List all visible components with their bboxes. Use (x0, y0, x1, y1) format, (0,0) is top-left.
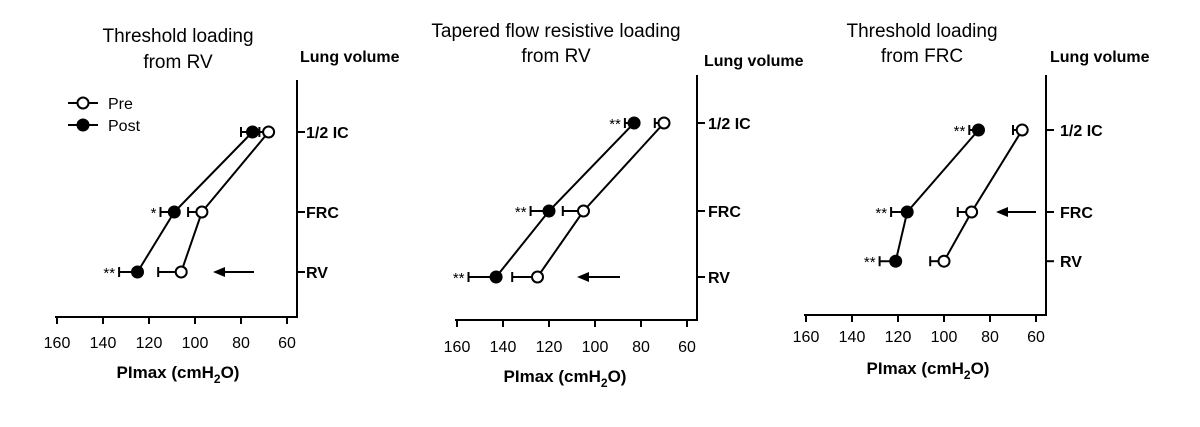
x-tick-label-80: 80 (232, 335, 250, 352)
x-tick-label-80: 80 (632, 339, 650, 356)
point-pre-0 (1015, 123, 1029, 137)
category-label-2: RV (708, 270, 730, 287)
series-line-pre (180, 131, 270, 273)
chart-title-line-2: from RV (143, 52, 213, 73)
chart-title-line-1: Tapered flow resistive loading (431, 21, 680, 42)
significance-2: ** (453, 270, 465, 287)
x-axis-label-end: O) (608, 367, 627, 386)
lung-volume-label: Lung volume (704, 53, 804, 70)
significance-0: ** (609, 116, 621, 133)
arrow-head (213, 267, 225, 277)
legend: Pre Post (68, 96, 141, 135)
x-tick-label-120: 120 (885, 329, 912, 346)
x-tick-label-100: 100 (931, 329, 958, 346)
category-label-1: FRC (708, 204, 741, 221)
legend-post-marker (76, 118, 90, 132)
lung-volume-label: Lung volume (300, 49, 400, 66)
category-label-0: 1/2 IC (306, 125, 349, 142)
chart-title-line-1: Threshold loading (102, 26, 253, 47)
x-tick-label-160: 160 (793, 329, 820, 346)
point-post-0 (246, 125, 259, 139)
x-tick-label-140: 140 (90, 335, 117, 352)
significance-1: ** (515, 204, 527, 221)
arrow-head (577, 272, 589, 282)
x-axis-label: PImax (cmH2O) (504, 367, 627, 390)
point-post-1 (900, 205, 914, 219)
category-label-0: 1/2 IC (708, 116, 751, 133)
category-label-2: RV (306, 265, 328, 282)
point-post-1 (542, 204, 556, 218)
chart-title-line-2: from RV (521, 46, 591, 67)
x-tick-label-100: 100 (182, 335, 209, 352)
x-tick-label-120: 120 (136, 335, 163, 352)
chart-title-line-2: from FRC (881, 46, 963, 67)
category-label-1: FRC (1060, 205, 1093, 222)
x-axis-label-main: PImax (cmH (504, 367, 601, 386)
significance-1: ** (875, 205, 887, 222)
x-tick-label-140: 140 (490, 339, 517, 356)
legend-pre-label: Pre (108, 96, 133, 113)
chart-panel-1: Threshold loading from RV Lung volume 160 14… (44, 26, 400, 386)
point-pre-1 (577, 204, 590, 218)
x-axis-label-main: PImax (cmH (867, 359, 964, 378)
significance-2: ** (864, 254, 876, 271)
chart-panel-3: Threshold loading from FRC Lung volume 160 1… (793, 21, 1150, 382)
x-axis-label: PImax (cmH2O) (117, 363, 240, 386)
x-axis-label-sub: 2 (964, 368, 971, 382)
x-tick-label-120: 120 (536, 339, 563, 356)
x-axis-label: PImax (cmH2O) (867, 359, 990, 382)
point-post-0 (627, 116, 641, 130)
lung-volume-label: Lung volume (1050, 49, 1150, 66)
series-line-post (495, 122, 635, 278)
series-line-post (136, 131, 254, 273)
x-axis-label-end: O) (971, 359, 990, 378)
significance-0: ** (954, 123, 966, 140)
category-label-0: 1/2 IC (1060, 123, 1103, 140)
point-pre-2 (531, 270, 544, 284)
arrow-head (996, 207, 1008, 217)
x-tick-label-80: 80 (981, 329, 999, 346)
significance-2: ** (103, 265, 115, 282)
x-tick-label-160: 160 (44, 335, 71, 352)
significance-1: * (151, 205, 157, 222)
point-pre-1 (965, 205, 979, 219)
x-tick-label-60: 60 (1027, 329, 1045, 346)
point-post-2 (489, 270, 503, 284)
category-label-2: RV (1060, 254, 1082, 271)
series-line-post (894, 129, 980, 262)
x-tick-label-60: 60 (678, 339, 696, 356)
point-pre-2 (937, 254, 951, 268)
point-pre-1 (195, 205, 209, 219)
series-line-pre (536, 122, 665, 278)
x-tick-label-60: 60 (278, 335, 296, 352)
point-pre-0 (262, 125, 276, 139)
x-axis-label-sub: 2 (601, 376, 608, 390)
legend-pre-marker (76, 96, 90, 110)
point-post-2 (131, 265, 144, 279)
legend-post-label: Post (108, 118, 141, 135)
x-tick-label-140: 140 (839, 329, 866, 346)
point-pre-0 (657, 116, 671, 130)
x-axis-label-end: O) (221, 363, 240, 382)
point-post-1 (167, 205, 181, 219)
series-line-pre (943, 129, 1024, 262)
x-axis-label-sub: 2 (214, 372, 221, 386)
point-pre-2 (174, 265, 188, 279)
x-tick-label-100: 100 (582, 339, 609, 356)
x-axis-label-main: PImax (cmH (117, 363, 214, 382)
category-label-1: FRC (306, 205, 339, 222)
point-post-0 (972, 123, 985, 137)
chart-panel-2: Tapered flow resistive loading from RV Lun… (431, 21, 803, 390)
chart-title-line-1: Threshold loading (846, 21, 997, 42)
x-tick-label-160: 160 (444, 339, 471, 356)
point-post-2 (889, 254, 903, 268)
